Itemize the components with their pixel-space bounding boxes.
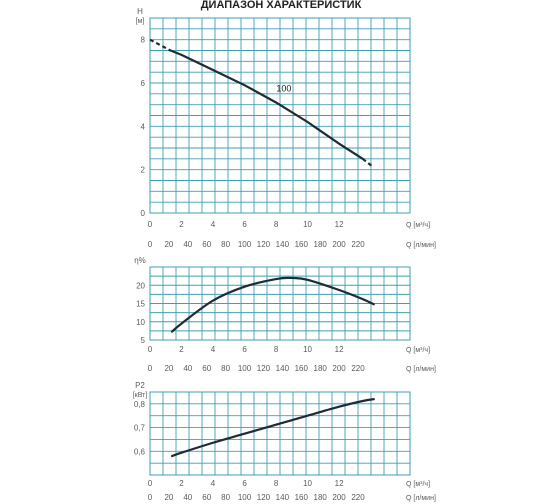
y-axis-label: P2 xyxy=(135,381,145,390)
x-tick-label: 0 xyxy=(148,220,153,229)
x2-tick-label: 80 xyxy=(221,364,230,373)
x2-tick-label: 160 xyxy=(295,240,309,249)
x2-tick-label: 20 xyxy=(164,240,173,249)
x2-tick-label: 140 xyxy=(276,364,290,373)
y-tick-label: 20 xyxy=(136,281,145,290)
x-tick-label: 2 xyxy=(179,479,184,488)
series-line-start xyxy=(149,38,171,52)
grid xyxy=(149,17,411,214)
x-tick-label: 12 xyxy=(335,220,344,229)
x2-tick-label: 80 xyxy=(221,240,230,249)
x2-tick-label: 20 xyxy=(164,364,173,373)
x-axis-label: Q [м³/ч] xyxy=(406,347,430,354)
x2-tick-label: 100 xyxy=(238,493,252,502)
series-line xyxy=(170,398,375,458)
x2-tick-label: 40 xyxy=(183,364,192,373)
x-tick-label: 12 xyxy=(335,479,344,488)
x2-tick-label: 120 xyxy=(257,364,271,373)
series-line xyxy=(170,276,375,333)
x2-tick-label: 220 xyxy=(351,240,365,249)
x-tick-label: 10 xyxy=(303,479,312,488)
y-tick-label: 10 xyxy=(136,318,145,327)
x-axis-label: Q [м³/ч] xyxy=(406,222,430,229)
x-tick-label: 2 xyxy=(179,220,184,229)
x2-tick-label: 60 xyxy=(202,493,211,502)
x2-tick-label: 40 xyxy=(183,493,192,502)
plot-frame xyxy=(149,17,411,214)
x2-tick-label: 60 xyxy=(202,240,211,249)
x2-tick-label: 0 xyxy=(148,493,153,502)
x-tick-label: 10 xyxy=(303,345,312,354)
x2-axis-label: Q [л/мин] xyxy=(406,366,436,373)
x2-tick-label: 180 xyxy=(314,364,328,373)
x-tick-label: 0 xyxy=(148,345,153,354)
y-tick-label: 2 xyxy=(141,166,146,175)
x-tick-label: 6 xyxy=(242,345,247,354)
y-axis-unit: [м] xyxy=(136,18,145,25)
power-chart: P2 [кВт] 0,6 0,7 0,8 0 2 4 6 8 10 12 Q [м³/ч] 0 20 40 60… xyxy=(133,381,436,502)
x2-tick-label: 180 xyxy=(314,240,328,249)
y-tick-label: 0,8 xyxy=(134,400,146,409)
x2-tick-label: 40 xyxy=(183,240,192,249)
y-tick-label: 5 xyxy=(141,336,146,345)
x2-tick-label: 140 xyxy=(276,240,290,249)
x2-tick-label: 0 xyxy=(148,240,153,249)
x-tick-label: 8 xyxy=(274,220,279,229)
x2-tick-label: 100 xyxy=(238,364,252,373)
y-tick-label: 6 xyxy=(141,79,146,88)
x-axis-label: Q [м³/ч] xyxy=(406,481,430,488)
x2-tick-label: 160 xyxy=(295,493,309,502)
x2-tick-label: 100 xyxy=(238,240,252,249)
y-tick-label: 4 xyxy=(141,122,146,131)
x-tick-label: 4 xyxy=(211,479,216,488)
y-tick-label: 0,6 xyxy=(134,447,146,456)
x-tick-label: 12 xyxy=(335,345,344,354)
x2-tick-label: 220 xyxy=(351,493,365,502)
x2-axis-label: Q [л/мин] xyxy=(406,495,436,502)
x-tick-label: 2 xyxy=(179,345,184,354)
series-label: 100 xyxy=(276,84,291,94)
series-line xyxy=(169,49,364,160)
y-tick-label: 0,7 xyxy=(134,424,146,433)
x2-tick-label: 140 xyxy=(276,493,290,502)
x2-tick-label: 180 xyxy=(314,493,328,502)
y-tick-label: 8 xyxy=(141,36,146,45)
y-tick-label: 0 xyxy=(141,209,146,218)
x-tick-label: 6 xyxy=(242,479,247,488)
x2-tick-label: 120 xyxy=(257,240,271,249)
x2-tick-label: 20 xyxy=(164,493,173,502)
x-tick-label: 8 xyxy=(274,345,279,354)
series-line-end xyxy=(362,157,375,169)
x2-tick-label: 220 xyxy=(351,364,365,373)
grid xyxy=(149,391,411,476)
x2-tick-label: 200 xyxy=(332,364,346,373)
y-axis-label: H xyxy=(137,7,143,16)
x2-tick-label: 120 xyxy=(257,493,271,502)
x-tick-label: 8 xyxy=(274,479,279,488)
plot-frame xyxy=(149,391,411,476)
plot-frame xyxy=(149,266,411,341)
x2-axis-label: Q [л/мин] xyxy=(406,242,436,249)
x-tick-label: 4 xyxy=(211,220,216,229)
x2-tick-label: 60 xyxy=(202,364,211,373)
x-tick-label: 4 xyxy=(211,345,216,354)
x-tick-label: 10 xyxy=(303,220,312,229)
x2-tick-label: 160 xyxy=(295,364,309,373)
y-axis-unit: [кВт] xyxy=(133,392,148,399)
x2-tick-label: 200 xyxy=(332,493,346,502)
x2-tick-label: 0 xyxy=(148,364,153,373)
x-tick-label: 6 xyxy=(242,220,247,229)
x2-tick-label: 200 xyxy=(332,240,346,249)
x-tick-label: 0 xyxy=(148,479,153,488)
y-axis-label: η% xyxy=(134,256,146,265)
y-tick-label: 15 xyxy=(136,300,145,309)
figure-title: ДИАПАЗОН ХАРАКТЕРИСТИК xyxy=(201,0,362,11)
x2-tick-label: 80 xyxy=(221,493,230,502)
